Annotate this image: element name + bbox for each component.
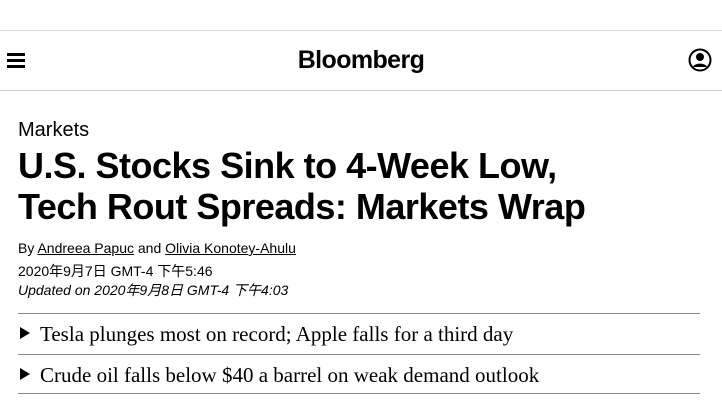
summary-item: Tesla plunges most on record; Apple fall…: [18, 313, 700, 353]
summary-item-text: Crude oil falls below $40 a barrel on we…: [40, 363, 540, 387]
byline: By Andreea Papuc and Olivia Konotey-Ahul…: [18, 239, 296, 257]
updated-timestamp: Updated on 2020年9月8日 GMT-4 下午4:03: [18, 282, 289, 298]
section-kicker-link[interactable]: Markets: [18, 119, 90, 141]
hamburger-menu-icon[interactable]: [7, 52, 25, 68]
article-headline: U.S. Stocks Sink to 4-Week Low, Tech Rou…: [18, 145, 708, 227]
triangle-bullet-icon: [20, 327, 30, 339]
byline-and: and: [137, 240, 162, 256]
bloomberg-logo[interactable]: Bloomberg: [297, 46, 425, 74]
author-link-olivia-konotey-ahulu[interactable]: Olivia Konotey-Ahulu: [165, 240, 296, 256]
summary-item-text: Tesla plunges most on record; Apple fall…: [40, 322, 514, 346]
published-timestamp: 2020年9月7日 GMT-4 下午5:46: [18, 263, 213, 279]
summary-item: Crude oil falls below $40 a barrel on we…: [18, 354, 700, 394]
author-link-andreea-papuc[interactable]: Andreea Papuc: [37, 240, 134, 256]
top-navigation-bar: Bloomberg: [0, 30, 722, 91]
byline-prefix: By: [18, 240, 35, 256]
triangle-bullet-icon: [20, 368, 30, 380]
headline-line-2: Tech Rout Spreads: Markets Wrap: [18, 186, 586, 227]
user-account-icon[interactable]: [688, 48, 712, 72]
headline-line-1: U.S. Stocks Sink to 4-Week Low,: [18, 145, 557, 186]
